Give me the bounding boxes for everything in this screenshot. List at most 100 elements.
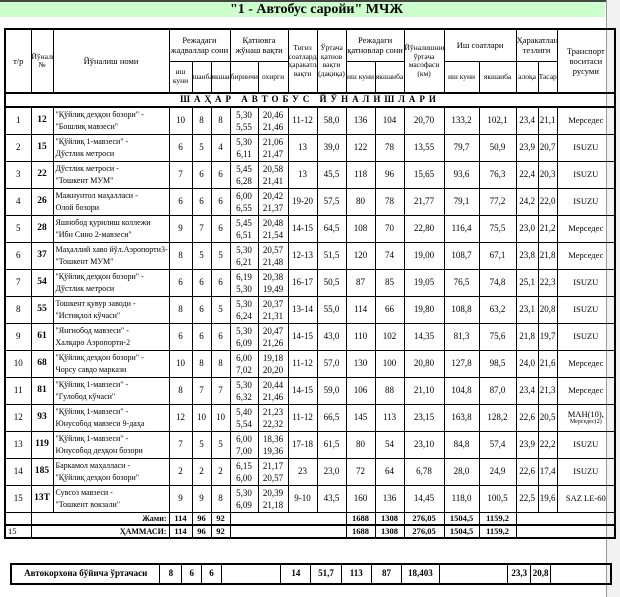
first-departure-value: 7,00 [236,446,252,456]
hours-sunday: 128,2 [478,404,517,432]
trips-sunday: 85 [374,269,405,297]
total-s1: 114 [168,512,193,526]
speed-communication-value: 22,5 [519,493,535,504]
first-departure: 5,30 6,09 [229,323,259,351]
trips-workday: 160 [345,485,376,513]
last-departure-value: 21,31 [262,311,284,321]
avg-trip-time-value: 57,5 [323,196,340,207]
schedules-saturday-value: 2 [199,466,204,477]
peak-time-value: 14-15 [292,385,314,396]
schedules-saturday-value: 7 [199,223,204,234]
table-row: 12 93 "Қўйлиқ 1-мавзеси" - Юнусобод мавзеси… [4,404,616,432]
row-number: 15 [4,485,32,513]
speed-communication-value: 22,6 [519,466,535,477]
hours-workday: 81,3 [443,323,480,351]
schedules-workday-value: 12 [176,412,185,423]
avg-trip-time: 43,0 [316,323,347,351]
last-departure-value: 19,36 [262,446,284,456]
table-row: 11 81 "Қўйлиқ 1-мавзеси" - "Гулобод кўчаси"… [4,377,616,405]
hours-sunday: 63,2 [478,296,517,324]
first-departure: 6,00 7,00 [229,431,259,459]
speed-communication: 23,4 [515,377,539,405]
last-departure-value: 20,39 [262,488,284,498]
last-departure-value: 20,20 [262,365,284,375]
route-name-value: "Тошкент МУМ" [55,257,114,266]
hours-sunday: 24,9 [478,458,517,486]
schedules-sunday: 4 [210,134,231,162]
avg-trip-time: 61,5 [316,431,347,459]
route-name-value: Баркамол маҳалласи - [55,461,131,470]
peak-time: 12-13 [287,242,318,270]
speed-communication: 22,5 [515,485,539,513]
avg-trip-time-value: 57,0 [323,358,340,369]
transport-model-value: Мерседес(2) [569,419,602,426]
trips-sunday-value: 136 [382,493,397,504]
transport-model-value: ISUZU [573,196,599,207]
schedules-sunday-value: 6 [218,196,223,207]
avg-trip-time: 59,0 [316,377,347,405]
route-name: Сувсоз мавзеси - "Тошкент вокзали" [52,485,170,513]
speed-technical: 21,8 [537,242,558,270]
route-name-value: Яшнобод қурилиш коллежи [55,218,151,227]
schedules-workday: 7 [168,431,193,459]
transport-model-value: SAZ LE-60 [565,493,606,504]
route-number: 54 [30,269,54,297]
hours-sunday: 98,5 [478,350,517,378]
last-departure: 18,36 19,36 [257,431,289,459]
trips-sunday-value: 104 [382,115,397,126]
table-row: 3 22 Дўстлик метроси - "Тошкент МУМ" 7 6 6 5,45… [4,161,616,189]
trips-workday-value: 160 [353,493,368,504]
distance-value: 19,05 [413,277,435,288]
average-dist: 18,403 [401,563,440,585]
transport-model-value: ISUZU [573,439,599,450]
route-name-value: Тошкент қувур заводи - [55,299,136,308]
grand-total-s1: 114 [168,524,193,539]
col-sunday: якшанба [210,60,231,94]
transport-model: Мерседес [556,106,616,135]
row-number-value: 7 [16,277,21,288]
first-departure-value: 5,55 [236,122,252,132]
speed-technical-value: 22,2 [539,439,556,450]
schedules-saturday-value: 6 [199,277,204,288]
hours-sunday: 75,5 [478,215,517,243]
schedules-sunday-value: 5 [218,439,223,450]
peak-time-value: 23 [298,466,308,477]
average-table: Автокорхона бўйича ўртачаси 8 6 6 14 51,… [10,563,612,585]
route-name-value: Юнусобод мавзеси 9-даҳа [55,419,145,428]
speed-technical: 21,2 [537,215,558,243]
schedules-workday-value: 8 [178,250,183,261]
col-route-name: Йўналиш номи [52,28,170,94]
first-departure-value: 6,00 [236,353,252,363]
last-departure: 21,17 20,57 [257,458,289,486]
hours-workday-value: 104,8 [451,385,472,396]
transport-model-value: ISUZU [573,331,599,342]
first-departure-value: 6,24 [236,311,252,321]
route-number-value: 12 [37,115,47,126]
last-departure-value: 21,17 [262,461,284,471]
trips-workday: 114 [345,296,376,324]
col-trips: Режадаги қатновлар сони [345,28,405,62]
last-departure-value: 21,48 [262,257,284,267]
transport-model: МАН(10), Мерседес(2) [556,404,616,432]
hours-sunday: 100,5 [478,485,517,513]
last-departure-value: 20,57 [262,245,284,255]
hours-sunday: 87,0 [478,377,517,405]
transport-model: SAZ LE-60 [556,485,616,513]
trips-workday-value: 108 [353,223,368,234]
route-number-value: 13Т [34,493,50,504]
speed-technical: 19,7 [537,323,558,351]
schedules-saturday-value: 8 [199,115,204,126]
route-number-value: 119 [35,439,49,450]
speed-communication-value: 23,4 [519,115,535,126]
transport-model: ISUZU [556,161,616,189]
distance: 19,00 [403,242,445,270]
row-number-value: 10 [13,358,23,369]
route-number-value: 54 [37,277,47,288]
speed-communication-value: 25,1 [519,277,535,288]
avg-trip-time-value: 58,0 [323,115,340,126]
hours-sunday: 77,2 [478,188,517,216]
grand-total-dist: 276,05 [403,524,445,539]
schedules-saturday-value: 5 [199,439,204,450]
total-hs: 1159,2 [478,512,517,526]
average-row: Автокорхона бўйича ўртачаси 8 6 6 14 51,… [10,563,612,585]
